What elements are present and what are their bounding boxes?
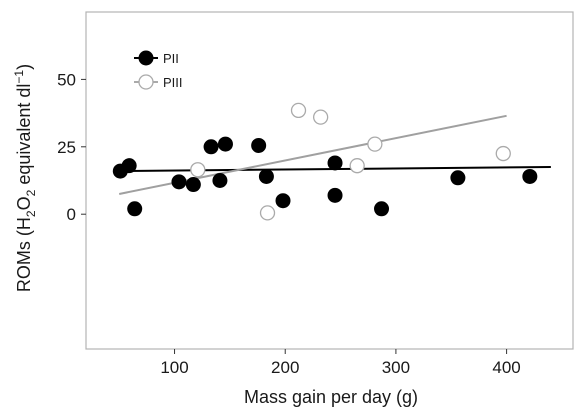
point-pii: [327, 155, 343, 171]
legend-pii-label: PII: [163, 51, 179, 66]
point-pii: [203, 139, 219, 155]
point-pii: [121, 158, 137, 174]
x-tick-label: 100: [160, 358, 188, 377]
point-piii: [349, 158, 365, 174]
point-piii: [495, 145, 511, 162]
point-piii: [367, 136, 383, 152]
point-piii: [312, 109, 329, 125]
point-pii: [374, 201, 390, 217]
point-pii: [258, 168, 274, 184]
point-pii: [327, 187, 343, 203]
point-piii: [259, 205, 276, 221]
point-pii: [275, 193, 291, 209]
y-axis-title: ROMs (H2O2 equivalent dl−1): [12, 64, 38, 292]
x-tick-label: 300: [382, 358, 410, 377]
point-pii: [522, 168, 538, 184]
x-tick-label: 200: [271, 358, 299, 377]
axes: 100 200 300 400 0 25 50: [57, 70, 521, 377]
y-tick-label: 25: [57, 138, 76, 157]
x-axis-title: Mass gain per day (g): [244, 387, 418, 407]
point-pii: [212, 173, 228, 188]
data-points: [112, 102, 538, 221]
legend-pii-marker: [138, 50, 154, 66]
point-pii: [450, 170, 466, 186]
point-pii: [217, 136, 233, 152]
legend-piii-label: PIII: [163, 75, 183, 90]
plot-frame: [85, 11, 574, 350]
point-pii: [127, 201, 143, 217]
plot-border: [85, 11, 574, 350]
point-pii: [251, 137, 267, 153]
legend: PII PIII: [134, 50, 183, 90]
point-piii: [190, 162, 206, 178]
point-pii: [185, 177, 201, 193]
point-piii: [290, 102, 307, 119]
point-pii: [171, 174, 187, 190]
y-tick-label: 0: [67, 205, 76, 224]
y-tick-label: 50: [57, 70, 76, 89]
x-tick-label: 400: [492, 358, 520, 377]
legend-piii-marker: [138, 74, 154, 90]
